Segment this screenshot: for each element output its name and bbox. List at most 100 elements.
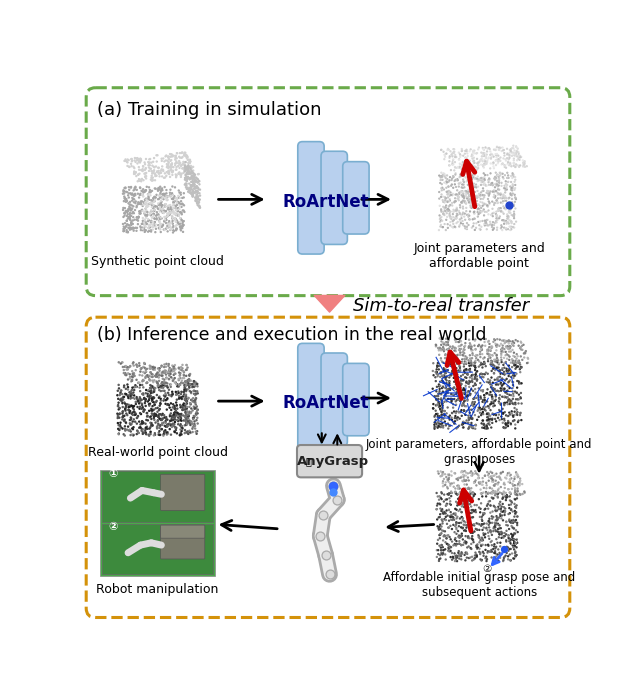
Point bbox=[442, 196, 452, 208]
Point bbox=[488, 512, 499, 523]
Point bbox=[456, 159, 466, 170]
Point bbox=[451, 355, 461, 366]
Point bbox=[502, 184, 512, 195]
Point bbox=[158, 385, 168, 396]
Point bbox=[134, 369, 145, 380]
Point bbox=[477, 408, 487, 419]
Point bbox=[454, 365, 465, 376]
Point bbox=[121, 221, 131, 232]
Point bbox=[442, 356, 452, 368]
Point bbox=[505, 375, 515, 386]
Point bbox=[129, 401, 139, 412]
Point bbox=[495, 541, 506, 552]
Point bbox=[452, 421, 463, 433]
Point bbox=[435, 172, 445, 183]
Point bbox=[122, 205, 132, 216]
Point bbox=[476, 175, 486, 186]
Point bbox=[489, 185, 499, 196]
Point bbox=[185, 378, 195, 389]
Point bbox=[502, 381, 513, 392]
Point bbox=[166, 151, 176, 162]
Point bbox=[122, 187, 132, 198]
Point bbox=[138, 199, 148, 210]
Point bbox=[495, 468, 506, 480]
Point bbox=[511, 159, 522, 171]
Point bbox=[445, 394, 456, 405]
Point bbox=[476, 155, 486, 166]
Point bbox=[436, 178, 447, 189]
Point bbox=[169, 225, 179, 236]
Point bbox=[150, 201, 160, 212]
Point bbox=[436, 397, 447, 408]
Point bbox=[156, 185, 166, 196]
Point bbox=[175, 429, 185, 440]
Point bbox=[444, 377, 454, 389]
Point bbox=[484, 173, 495, 185]
Point bbox=[450, 343, 460, 354]
Point bbox=[517, 354, 527, 366]
Point bbox=[158, 188, 168, 199]
Point bbox=[495, 188, 506, 199]
Point bbox=[499, 422, 509, 433]
Point bbox=[479, 168, 489, 179]
Point bbox=[147, 405, 157, 416]
Point bbox=[459, 359, 469, 370]
Text: RoArtNet: RoArtNet bbox=[282, 394, 369, 412]
Point bbox=[129, 189, 139, 201]
Point bbox=[141, 428, 151, 439]
Point bbox=[453, 493, 463, 505]
Point bbox=[192, 192, 202, 203]
Point bbox=[488, 192, 499, 203]
Point bbox=[171, 424, 181, 435]
Point bbox=[456, 370, 466, 382]
Point bbox=[125, 426, 136, 437]
Point bbox=[486, 372, 497, 383]
Point bbox=[515, 359, 525, 370]
Point bbox=[135, 422, 145, 433]
Point bbox=[436, 171, 447, 182]
Point bbox=[508, 143, 518, 154]
Point bbox=[508, 339, 518, 350]
Point bbox=[495, 473, 505, 484]
Point bbox=[154, 429, 164, 440]
Point bbox=[440, 150, 450, 161]
Point bbox=[186, 188, 196, 199]
Point bbox=[188, 190, 198, 201]
Point bbox=[498, 340, 508, 351]
Point bbox=[445, 552, 456, 563]
Point bbox=[477, 524, 488, 535]
Point bbox=[162, 399, 172, 410]
Point bbox=[452, 500, 463, 511]
Point bbox=[113, 417, 123, 428]
Point bbox=[510, 150, 520, 161]
Point bbox=[467, 163, 477, 174]
Point bbox=[442, 358, 452, 369]
Point bbox=[137, 205, 147, 216]
Point bbox=[464, 189, 474, 201]
Point bbox=[136, 403, 147, 415]
Point bbox=[509, 153, 519, 164]
Point bbox=[130, 152, 140, 164]
Point bbox=[484, 482, 495, 493]
Point bbox=[159, 208, 169, 219]
Point bbox=[460, 172, 470, 183]
Point bbox=[463, 377, 473, 388]
Point bbox=[143, 226, 153, 237]
Point bbox=[143, 191, 154, 202]
Point bbox=[446, 180, 456, 192]
Point bbox=[134, 391, 145, 403]
Point bbox=[497, 414, 507, 425]
Point bbox=[459, 387, 469, 398]
Point bbox=[499, 478, 509, 489]
Point bbox=[454, 192, 464, 203]
Point bbox=[190, 195, 200, 206]
Point bbox=[443, 143, 453, 154]
Point bbox=[140, 427, 150, 438]
Point bbox=[182, 152, 193, 163]
Point bbox=[447, 470, 457, 481]
Point bbox=[509, 553, 519, 564]
Point bbox=[507, 531, 517, 542]
Point bbox=[172, 208, 182, 219]
Point bbox=[486, 356, 496, 368]
Point bbox=[134, 211, 144, 222]
